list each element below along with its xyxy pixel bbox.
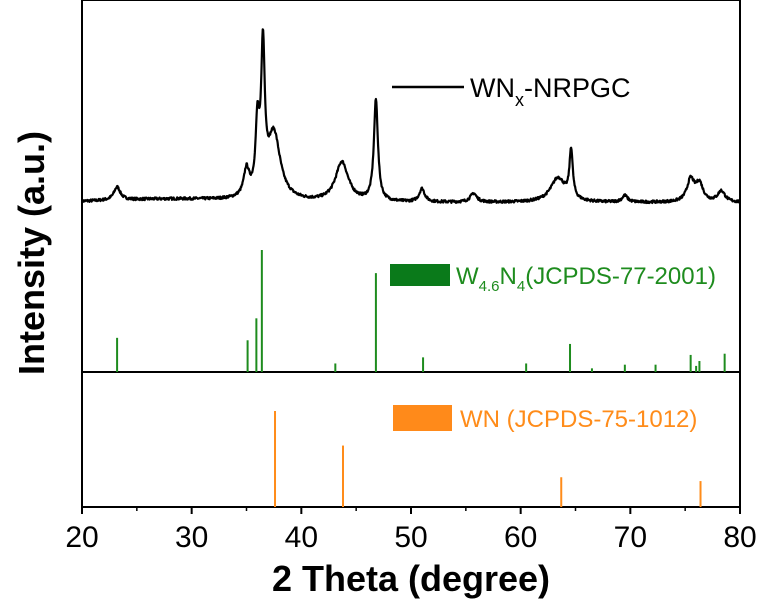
y-axis-title: Intensity (a.u.) bbox=[11, 131, 52, 375]
x-axis-title: 2 Theta (degree) bbox=[272, 558, 550, 599]
x-tick-label-20: 20 bbox=[65, 521, 98, 554]
x-tick-label-40: 40 bbox=[285, 521, 318, 554]
x-tick-label-80: 80 bbox=[723, 521, 756, 554]
x-tick-label-50: 50 bbox=[394, 521, 427, 554]
legend-label-w4.6n4: W4.6N4(JCPDS-77-2001) bbox=[456, 263, 716, 295]
legend-swatch-wn bbox=[393, 405, 452, 431]
reference-lines-w4.6n4 bbox=[116, 250, 726, 372]
series-line-wnx-nrpgc bbox=[80, 28, 741, 205]
x-tick-label-30: 30 bbox=[175, 521, 208, 554]
legend: WNx-NRPGC W4.6N4(JCPDS-77-2001) WN (JCPD… bbox=[390, 73, 716, 433]
legend-label-wnx-nrpgc: WNx-NRPGC bbox=[470, 73, 630, 110]
x-axis-ticks: 20 30 40 50 60 70 80 bbox=[65, 507, 757, 554]
legend-swatch-w4.6n4 bbox=[390, 264, 450, 286]
reference-lines-wn bbox=[274, 411, 702, 507]
x-tick-label-60: 60 bbox=[504, 521, 537, 554]
legend-label-wn: WN (JCPDS-75-1012) bbox=[460, 406, 697, 433]
x-tick-label-70: 70 bbox=[614, 521, 647, 554]
